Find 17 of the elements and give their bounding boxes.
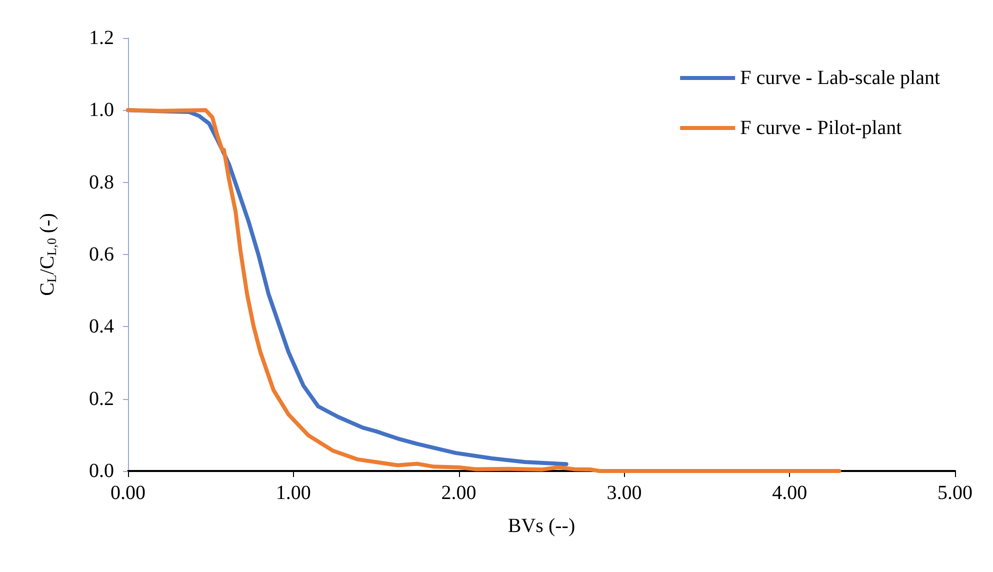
y-tick-label: 1.0 xyxy=(89,99,114,122)
x-tick-label: 3.00 xyxy=(606,482,642,504)
y-tick-label: 0.2 xyxy=(89,388,114,410)
x-axis-title: BVs (--) xyxy=(508,515,576,537)
y-tick-label: 1.2 xyxy=(89,27,114,49)
y-tick-label: 0.8 xyxy=(89,171,114,194)
y-tick-label: 0.6 xyxy=(89,244,114,266)
x-tick-label: 5.00 xyxy=(938,482,972,504)
x-tick-label: 0.00 xyxy=(110,482,146,504)
x-tick-label: 4.00 xyxy=(772,482,808,504)
y-tick-label: 0.4 xyxy=(89,316,114,338)
y-axis-title: CL/CL,0 (-) xyxy=(36,213,59,296)
x-tick-label: 1.00 xyxy=(276,482,311,504)
legend-label: F curve - Pilot-plant xyxy=(740,117,902,139)
y-tick-label: 0.0 xyxy=(89,460,114,482)
legend-label: F curve - Lab-scale plant xyxy=(740,67,940,89)
x-tick-label: 2.00 xyxy=(441,482,476,504)
